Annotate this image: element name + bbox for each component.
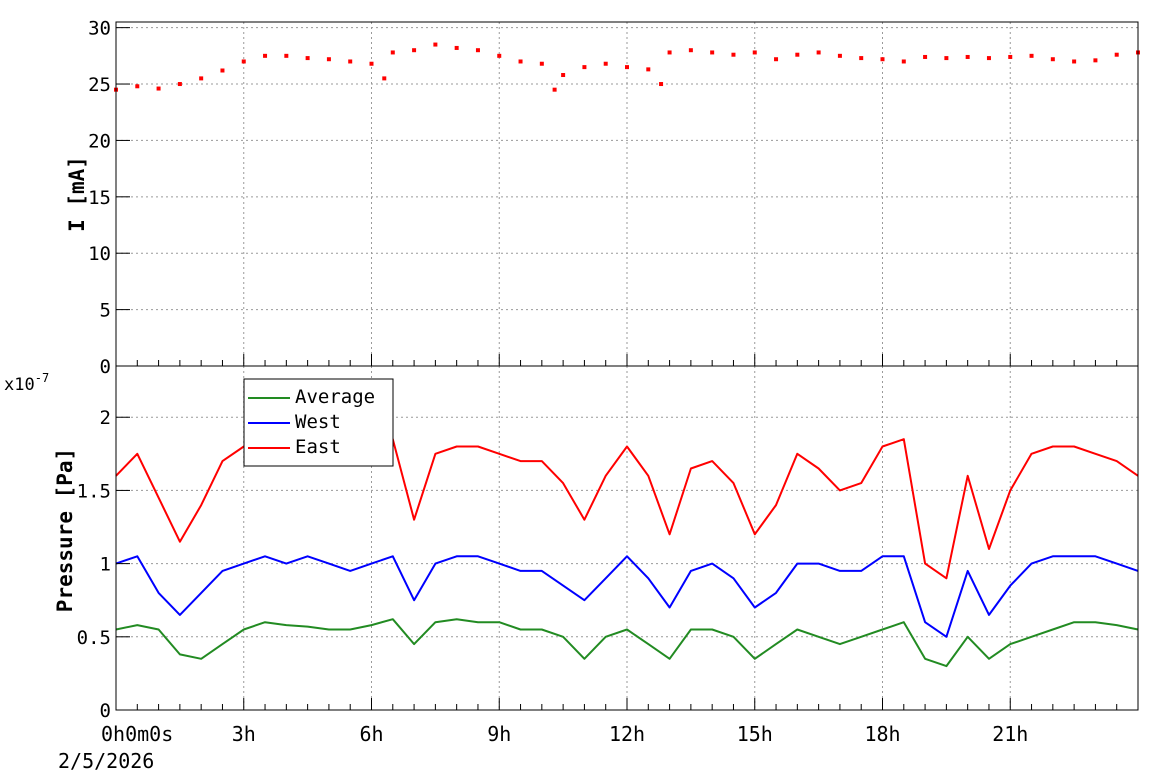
current-point (390, 50, 395, 55)
current-point (625, 65, 629, 70)
top-y-tick-label: 0 (100, 356, 111, 378)
x-tick-label: 18h (864, 722, 900, 746)
current-point (284, 53, 289, 58)
current-point (774, 57, 779, 62)
current-point (944, 56, 949, 61)
current-point (539, 61, 544, 66)
top-y-tick-label: 25 (88, 74, 111, 96)
top-y-tick-label: 5 (100, 300, 111, 322)
current-point (710, 50, 715, 55)
legend: Average West East (243, 378, 394, 467)
top-y-tick-label: 30 (88, 18, 111, 40)
legend-label-average: Average (295, 386, 375, 408)
bottom-ylabel: Pressure [Pa] (53, 448, 77, 612)
bottom-y-tick-label: 0.5 (77, 627, 111, 649)
current-point (1050, 57, 1055, 62)
current-point (1072, 59, 1077, 64)
bottom-y-tick-label: 1 (100, 554, 111, 576)
current-point (837, 53, 842, 58)
current-point (1114, 52, 1119, 57)
current-point (986, 56, 991, 61)
current-point (1008, 54, 1013, 59)
current-point (199, 76, 204, 81)
current-point (382, 76, 387, 81)
legend-label-east: East (295, 436, 341, 458)
current-point (859, 56, 864, 61)
current-point (965, 54, 970, 59)
bottom-y-tick-label: 2 (100, 407, 111, 429)
current-point (156, 86, 161, 91)
current-point (816, 50, 821, 55)
current-point (659, 82, 664, 87)
current-point (552, 87, 557, 92)
current-point (1093, 58, 1098, 63)
current-point (1029, 53, 1034, 58)
current-point (220, 68, 225, 73)
current-point (901, 59, 906, 64)
top-ylabel: I [mA] (65, 156, 89, 232)
legend-label-west: West (295, 411, 341, 433)
current-point (518, 59, 523, 64)
current-point (923, 54, 928, 59)
pressure-exponent-label: x10-7 (4, 371, 49, 395)
series-line-average (115, 618, 1139, 668)
top-y-tick-label: 10 (88, 243, 111, 265)
x-tick-label: 6h (359, 722, 383, 746)
bottom-y-tick-label: 0 (100, 700, 111, 722)
top-y-tick-label: 20 (88, 130, 111, 152)
current-point (348, 59, 353, 64)
current-point (135, 84, 140, 89)
current-point (241, 59, 246, 64)
x-tick-label: 15h (737, 722, 773, 746)
x-date-label: 2/5/2026 (58, 749, 154, 773)
current-point (433, 42, 438, 47)
current-point (582, 65, 587, 70)
current-point (795, 52, 800, 57)
current-point (412, 48, 417, 53)
current-point (369, 61, 374, 66)
current-point (731, 52, 736, 57)
axis-layer: 0 5 10 15 20 25 30 0h0m0s 3h 6h 9h 12h 15h 18h 21h 0 0.5… (77, 18, 1118, 746)
current-point (263, 53, 268, 58)
top-y-tick-label: 15 (88, 187, 111, 209)
x-tick-label: 3h (232, 722, 256, 746)
series-line-west (115, 555, 1139, 638)
current-point (688, 48, 693, 53)
current-point (561, 73, 566, 78)
x-tick-label: 0h0m0s (101, 722, 173, 746)
current-point (454, 45, 459, 50)
current-point (646, 67, 651, 72)
current-point (667, 50, 672, 55)
current-point (603, 61, 608, 66)
current-point (177, 82, 182, 87)
current-point (305, 56, 310, 61)
current-point (497, 53, 502, 58)
x-tick-label: 9h (487, 722, 511, 746)
current-point (880, 57, 885, 62)
current-point (752, 50, 757, 55)
x-tick-label: 12h (609, 722, 645, 746)
current-point (475, 48, 480, 53)
bottom-y-tick-label: 1.5 (77, 480, 111, 502)
x-tick-label: 21h (992, 722, 1028, 746)
current-point (326, 57, 331, 62)
